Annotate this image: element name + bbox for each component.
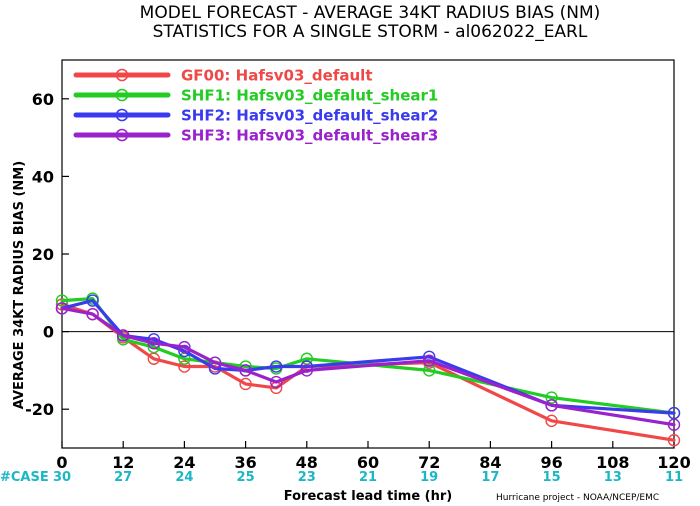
legend-swatch-marker [115, 88, 129, 102]
data-point-marker [545, 391, 558, 404]
x-tick-label: 0 [56, 453, 67, 472]
x-tick-label: 12 [112, 453, 134, 472]
data-point-marker [178, 360, 191, 373]
data-point-marker [667, 434, 681, 447]
case-count-label: 15 [543, 470, 561, 485]
data-point-marker [55, 294, 69, 307]
x-tick-label: 36 [234, 453, 256, 472]
y-axis-label: AVERAGE 34KT RADIUS BIAS (NM) [12, 161, 27, 409]
data-point-marker [208, 356, 222, 369]
case-count-label: 25 [237, 470, 255, 485]
series-line [60, 299, 676, 415]
legend-swatch-marker [115, 68, 129, 82]
data-point-marker [667, 418, 681, 431]
case-count-label: 27 [114, 470, 132, 485]
data-point-marker [55, 302, 69, 315]
data-point-marker [423, 354, 436, 367]
data-point-marker [545, 399, 558, 412]
data-point-marker [55, 298, 69, 311]
case-label: #CASE [0, 470, 49, 485]
chart-subtitle-text: STATISTICS FOR A SINGLE STORM - al062022… [153, 22, 588, 42]
case-count-label: 17 [481, 470, 499, 485]
data-point-marker [86, 307, 99, 321]
x-tick-label: 84 [479, 453, 501, 472]
data-point-marker [270, 360, 283, 373]
y-tick-label: 60 [32, 90, 54, 109]
data-point-marker [239, 364, 252, 377]
series-lines [55, 292, 681, 447]
legend-swatch-marker [115, 108, 129, 122]
case-counts: 30 27 24 25 23 21 19 17 15 13 11 [53, 470, 683, 485]
data-point-marker [423, 364, 436, 377]
series-line [60, 297, 676, 415]
credit-text: Hurricane project - NOAA/NCEP/EMC [496, 493, 659, 503]
x-tick-label: 120 [657, 453, 690, 472]
x-tick-label: 48 [296, 453, 318, 472]
series-line [60, 302, 676, 442]
legend-entry-label: SHF1: Hafsv03_defalut_shear1 [181, 87, 438, 105]
chart-title: MODEL FORECAST - AVERAGE 34KT RADIUS BIA… [140, 3, 601, 23]
legend-entry-label: SHF2: Hafsv03_default_shear2 [181, 107, 438, 125]
data-point-marker [116, 329, 130, 342]
x-tick-label: 96 [540, 453, 562, 472]
case-count-label: 11 [665, 470, 683, 485]
data-point-marker [270, 375, 283, 389]
data-point-marker [147, 337, 161, 350]
data-point-marker [86, 294, 99, 307]
y-tick-label: 20 [32, 245, 54, 264]
case-count-label: 23 [298, 470, 316, 485]
y-tick-label: -20 [25, 400, 54, 419]
data-point-marker [545, 414, 558, 428]
case-count-label: 19 [420, 470, 438, 485]
y-axis-ticks: -20 0 20 40 60 [25, 90, 69, 419]
case-count-label: 24 [175, 470, 193, 485]
data-point-marker [178, 340, 191, 354]
x-axis-ticks: 0 12 24 36 48 60 72 84 96 108 120 [56, 441, 691, 472]
x-tick-label: 24 [173, 453, 195, 472]
case-count-label: 30 [53, 470, 71, 485]
x-axis-label: Forecast lead time (hr) [284, 489, 452, 504]
data-point-marker [147, 333, 161, 346]
series-line [60, 306, 676, 427]
legend: GF00: Hafsv03_default SHF1: Hafsv03_defal… [73, 67, 438, 145]
x-tick-label: 108 [596, 453, 629, 472]
data-point-marker [300, 364, 313, 377]
case-count-label: 13 [604, 470, 622, 485]
x-tick-label: 60 [357, 453, 379, 472]
data-point-marker [239, 377, 252, 391]
legend-swatch-marker [115, 128, 129, 142]
x-tick-label: 72 [418, 453, 440, 472]
y-tick-label: 0 [43, 323, 54, 342]
legend-entry-label: SHF3: Hafsv03_default_shear3 [181, 127, 438, 145]
y-tick-label: 40 [32, 167, 54, 186]
case-count-label: 21 [359, 470, 377, 485]
legend-entry-label: GF00: Hafsv03_default [181, 67, 372, 85]
